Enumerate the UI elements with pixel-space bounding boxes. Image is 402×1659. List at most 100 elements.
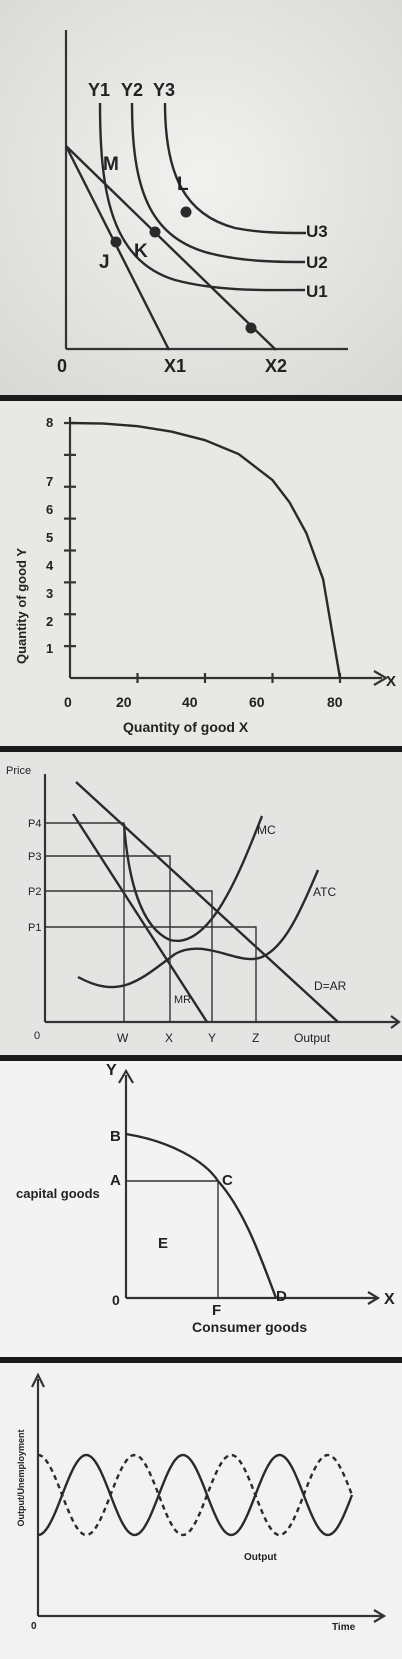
label-p4: P4 [28,818,41,830]
label-d-ar: D=AR [314,979,347,993]
panel-divider-3 [0,1055,402,1061]
label-f: F [212,1302,221,1319]
y-axis-title: Price [6,765,31,777]
label-w: W [117,1031,129,1045]
label-m: M [103,154,119,175]
indifference-panel: Y1 Y2 Y3 M L K J U3 U2 U1 0 X1 X2 [0,0,402,395]
label-z: Z [252,1031,259,1045]
panel-divider-2 [0,746,402,752]
label-b: B [110,1128,121,1145]
x-axis-title: Quantity of good X [123,719,249,735]
label-mc: MC [257,823,276,837]
label-j: J [99,252,110,273]
indifference-chart: Y1 Y2 Y3 M L K J U3 U2 U1 0 X1 X2 [0,0,402,395]
label-y: Y [208,1031,216,1045]
label-origin: 0 [57,356,67,376]
indifference-curve-u3 [163,102,307,235]
x-axis-title: Output [294,1031,331,1045]
marginal-revenue-curve [71,813,209,1023]
y-tick-label-3: 3 [46,586,53,601]
label-x-axis: X [384,1291,395,1308]
ppf-curve [69,421,342,679]
x-tick-label-80: 80 [327,694,343,710]
cycle-chart: Output 0 Time Output/Unemployment [0,1363,402,1659]
label-x1: X1 [164,356,186,376]
guide-p3-x [45,855,171,1022]
label-mr: MR [174,994,191,1006]
label-output: Output [244,1552,277,1563]
label-u2: U2 [306,253,328,272]
label-l: L [177,174,189,195]
y-axis-arrow [118,1068,134,1084]
panel-divider-1 [0,395,402,401]
indifference-curve-u2 [130,102,306,264]
x-tick-label-0: 0 [64,694,72,710]
panel-background [0,0,402,395]
x-tick-label-40: 40 [182,694,198,710]
y-tick-label-4: 4 [46,558,54,573]
demand-curve [75,781,339,1023]
x-axis-arrow [373,1609,387,1623]
label-u3: U3 [306,222,328,241]
average-total-cost-curve [77,869,320,989]
y-axis-title: Quantity of good Y [14,548,29,664]
point-l-marker [180,206,192,218]
x-axis-title: Time [332,1622,356,1633]
cycle-panel: Output 0 Time Output/Unemployment [0,1363,402,1659]
y-tick-label-5: 5 [46,530,53,545]
panel-background [0,1363,402,1659]
label-p3: P3 [28,851,41,863]
ppc-panel: Y X B A C D F E 0 capital goods Consumer… [0,1061,402,1357]
y-axis-arrow [31,1372,45,1388]
label-u1: U1 [306,282,328,301]
point-on-x2-marker [245,322,257,334]
panel-background [0,1061,402,1357]
y-axis-title: capital goods [16,1186,100,1201]
label-a: A [110,1172,121,1189]
point-j-marker [110,236,122,248]
y-axis-title: Output/Unemployment [16,1430,26,1527]
monopoly-panel: Price P4 P3 P2 P1 0 W X Y Z Output MC AT… [0,752,402,1055]
label-e: E [158,1235,168,1252]
label-y-axis: Y [106,1062,117,1079]
label-x: X [165,1031,173,1045]
x-axis-end-label: X [386,673,396,690]
x-axis-title: Consumer goods [192,1319,307,1335]
label-k: K [134,241,148,262]
x-tick-label-60: 60 [249,694,265,710]
panel-divider-4 [0,1357,402,1363]
label-origin: 0 [34,1030,40,1042]
series-output-line [37,1453,354,1537]
x-axis-arrow [367,1291,381,1305]
label-y2: Y2 [121,80,143,100]
label-p1: P1 [28,922,41,934]
y-tick-label-7: 7 [46,474,53,489]
guide-a-c-f [126,1180,219,1298]
label-origin: 0 [31,1621,37,1632]
series-unemployment-line [37,1453,354,1537]
label-y3: Y3 [153,80,175,100]
ppf-chart: X 0 20 40 60 80 Quantity of good X Quant… [0,401,402,746]
monopoly-chart: Price P4 P3 P2 P1 0 W X Y Z Output MC AT… [0,752,402,1055]
panel-background [0,752,402,1055]
y-tick-label-2: 2 [46,614,53,629]
y-tick-label-1: 1 [46,641,53,656]
panel-background [0,401,402,746]
point-k-marker [149,226,161,238]
x-axis-arrow [390,1015,401,1029]
budget-line-1 [64,145,171,351]
label-x2: X2 [265,356,287,376]
ppc-chart: Y X B A C D F E 0 capital goods Consumer… [0,1061,402,1357]
x-tick-label-20: 20 [116,694,132,710]
label-c: C [222,1172,233,1189]
budget-line-2 [65,145,277,351]
guide-p1-z [45,926,257,1022]
label-atc: ATC [313,885,336,899]
label-origin: 0 [112,1292,120,1308]
x-axis-arrow [373,670,389,686]
y-tick-label-8: 8 [46,415,53,430]
label-d: D [276,1288,287,1305]
guide-p2-y [45,890,213,1022]
label-p2: P2 [28,886,41,898]
guide-p4-w [45,822,125,1022]
